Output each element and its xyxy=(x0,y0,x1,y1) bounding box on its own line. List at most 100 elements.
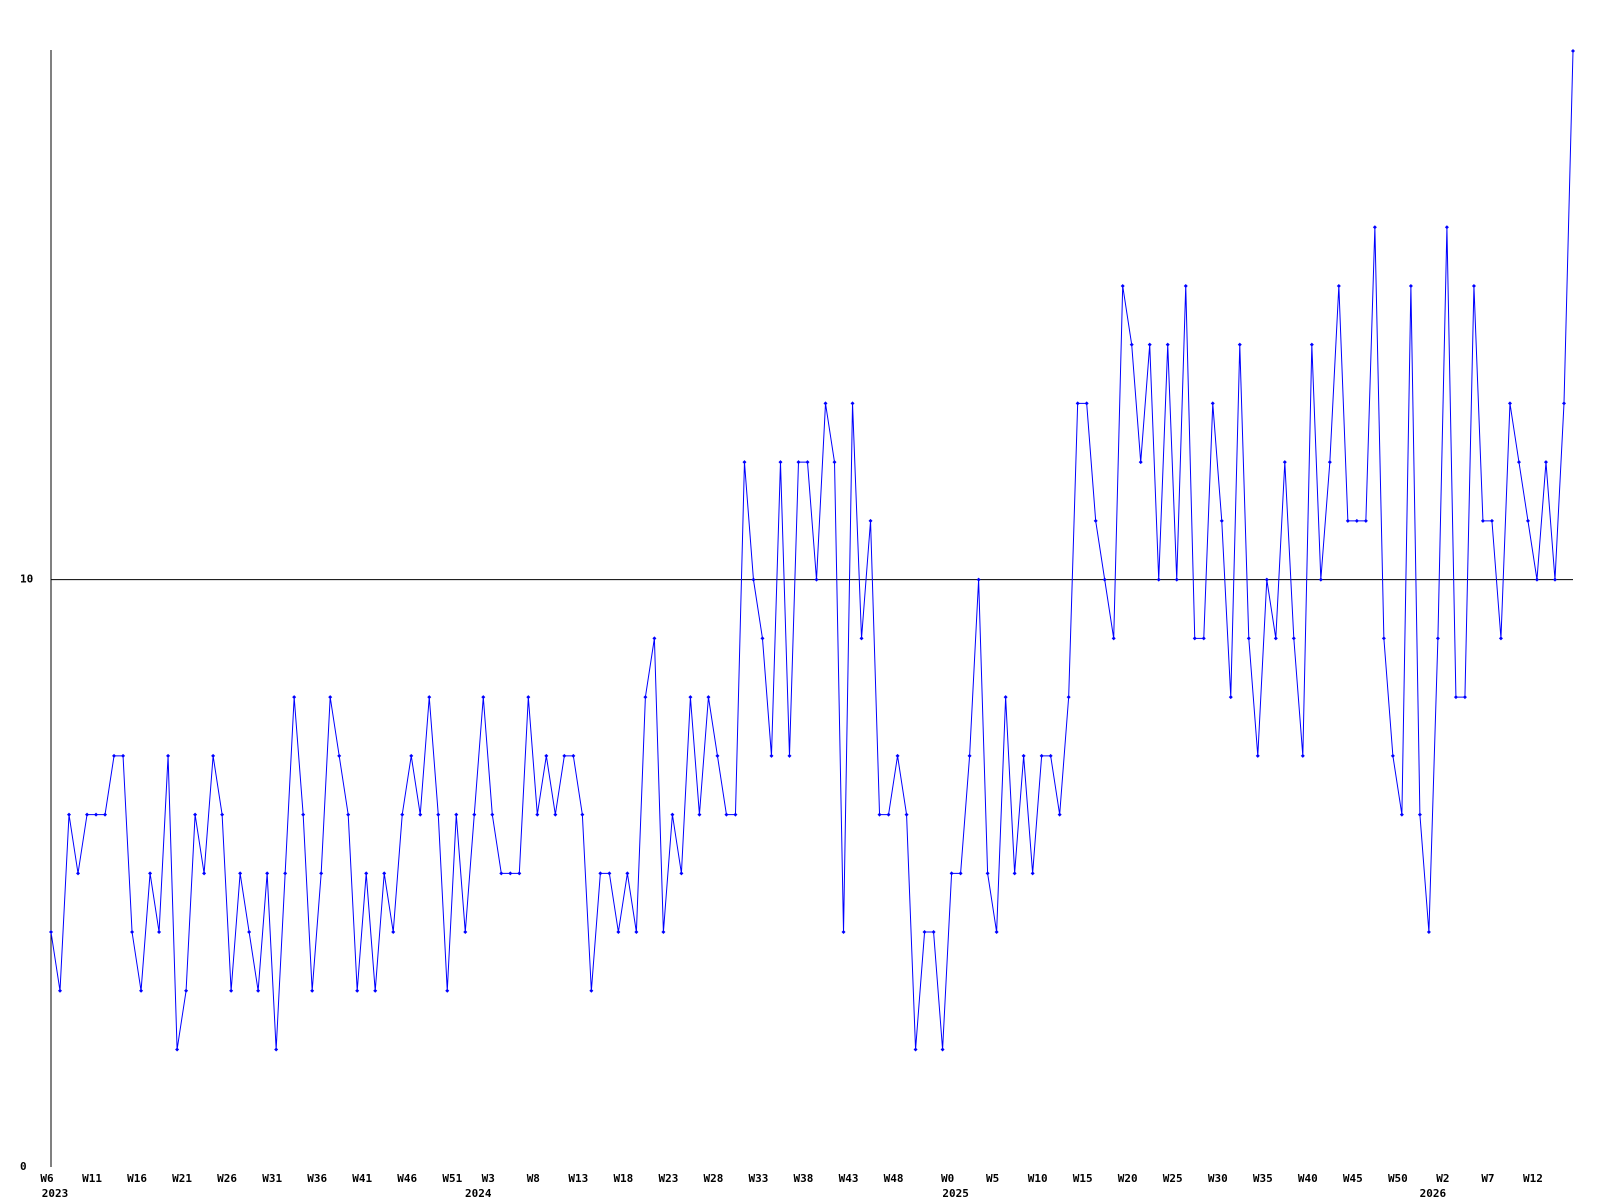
data-point xyxy=(490,812,495,817)
data-point xyxy=(760,636,765,641)
data-point xyxy=(445,988,450,993)
data-point xyxy=(1435,636,1440,641)
series-line xyxy=(50,50,1574,1050)
data-point xyxy=(1147,342,1152,347)
data-point xyxy=(76,871,81,876)
data-point xyxy=(1156,577,1161,582)
data-point xyxy=(1345,518,1350,523)
data-point xyxy=(373,988,378,993)
data-point xyxy=(841,930,846,935)
data-point xyxy=(958,871,963,876)
data-point xyxy=(1111,636,1116,641)
data-point xyxy=(1192,636,1197,641)
data-point xyxy=(292,695,297,700)
data-point xyxy=(1571,49,1575,53)
data-point xyxy=(535,812,540,817)
data-point xyxy=(175,1047,180,1052)
data-point xyxy=(355,988,360,993)
data-point xyxy=(625,871,630,876)
data-point xyxy=(49,930,53,935)
data-point xyxy=(832,460,837,465)
data-point xyxy=(139,988,144,993)
data-point xyxy=(877,812,882,817)
data-point xyxy=(589,988,594,993)
x-tick-label: W36 xyxy=(307,1172,327,1185)
data-point xyxy=(1507,401,1512,406)
data-point xyxy=(274,1047,279,1052)
data-point xyxy=(1408,283,1413,288)
data-point xyxy=(1489,518,1494,523)
data-point xyxy=(1012,871,1017,876)
data-point xyxy=(679,871,684,876)
data-point xyxy=(598,871,603,876)
x-tick-label: W20 xyxy=(1118,1172,1138,1185)
data-point xyxy=(85,812,90,817)
data-point xyxy=(1471,283,1476,288)
data-point xyxy=(544,753,549,758)
data-point xyxy=(1183,283,1188,288)
data-point xyxy=(1138,460,1143,465)
data-point xyxy=(1057,812,1062,817)
x-tick-label: W23 xyxy=(658,1172,678,1185)
data-point xyxy=(1093,518,1098,523)
data-point xyxy=(580,812,585,817)
x-tick-label: W21 xyxy=(172,1172,192,1185)
data-point xyxy=(715,753,720,758)
data-point xyxy=(130,930,135,935)
data-point xyxy=(319,871,324,876)
data-point xyxy=(796,460,801,465)
x-group-label: 2023 xyxy=(42,1187,69,1200)
data-point xyxy=(967,753,972,758)
data-point xyxy=(454,812,459,817)
data-point xyxy=(1516,460,1521,465)
data-point xyxy=(517,871,522,876)
x-group-label: 2026 xyxy=(1420,1187,1447,1200)
data-point xyxy=(1255,753,1260,758)
data-point xyxy=(1246,636,1251,641)
data-point xyxy=(652,636,657,641)
data-point xyxy=(436,812,441,817)
x-tick-label: W0 xyxy=(941,1172,954,1185)
data-point xyxy=(904,812,909,817)
data-point xyxy=(1021,753,1026,758)
data-point xyxy=(733,812,738,817)
data-point xyxy=(382,871,387,876)
data-point xyxy=(1390,753,1395,758)
data-point xyxy=(346,812,351,817)
data-point xyxy=(571,753,576,758)
data-point xyxy=(931,930,936,935)
data-point xyxy=(1561,401,1566,406)
x-tick-label: W48 xyxy=(884,1172,904,1185)
data-point xyxy=(1534,577,1539,582)
data-point xyxy=(1354,518,1359,523)
data-point xyxy=(526,695,531,700)
data-point xyxy=(1219,518,1224,523)
data-point xyxy=(1210,401,1215,406)
x-tick-label: W3 xyxy=(482,1172,495,1185)
data-point xyxy=(1363,518,1368,523)
data-point xyxy=(103,812,108,817)
data-point xyxy=(364,871,369,876)
x-tick-label: W51 xyxy=(442,1172,462,1185)
data-point xyxy=(508,871,513,876)
data-point xyxy=(1048,753,1053,758)
data-point xyxy=(922,930,927,935)
x-tick-label: W46 xyxy=(397,1172,417,1185)
data-point xyxy=(1264,577,1269,582)
data-point xyxy=(1030,871,1035,876)
data-point xyxy=(247,930,252,935)
data-point xyxy=(1525,518,1530,523)
data-point xyxy=(1003,695,1008,700)
x-tick-label: W18 xyxy=(613,1172,633,1185)
data-point xyxy=(400,812,405,817)
data-point xyxy=(238,871,243,876)
x-group-label: 2025 xyxy=(942,1187,969,1200)
x-tick-label: W11 xyxy=(82,1172,102,1185)
x-tick-label: W2 xyxy=(1436,1172,1449,1185)
data-point xyxy=(1336,283,1341,288)
data-point xyxy=(1039,753,1044,758)
data-point xyxy=(1300,753,1305,758)
data-point xyxy=(1120,283,1125,288)
